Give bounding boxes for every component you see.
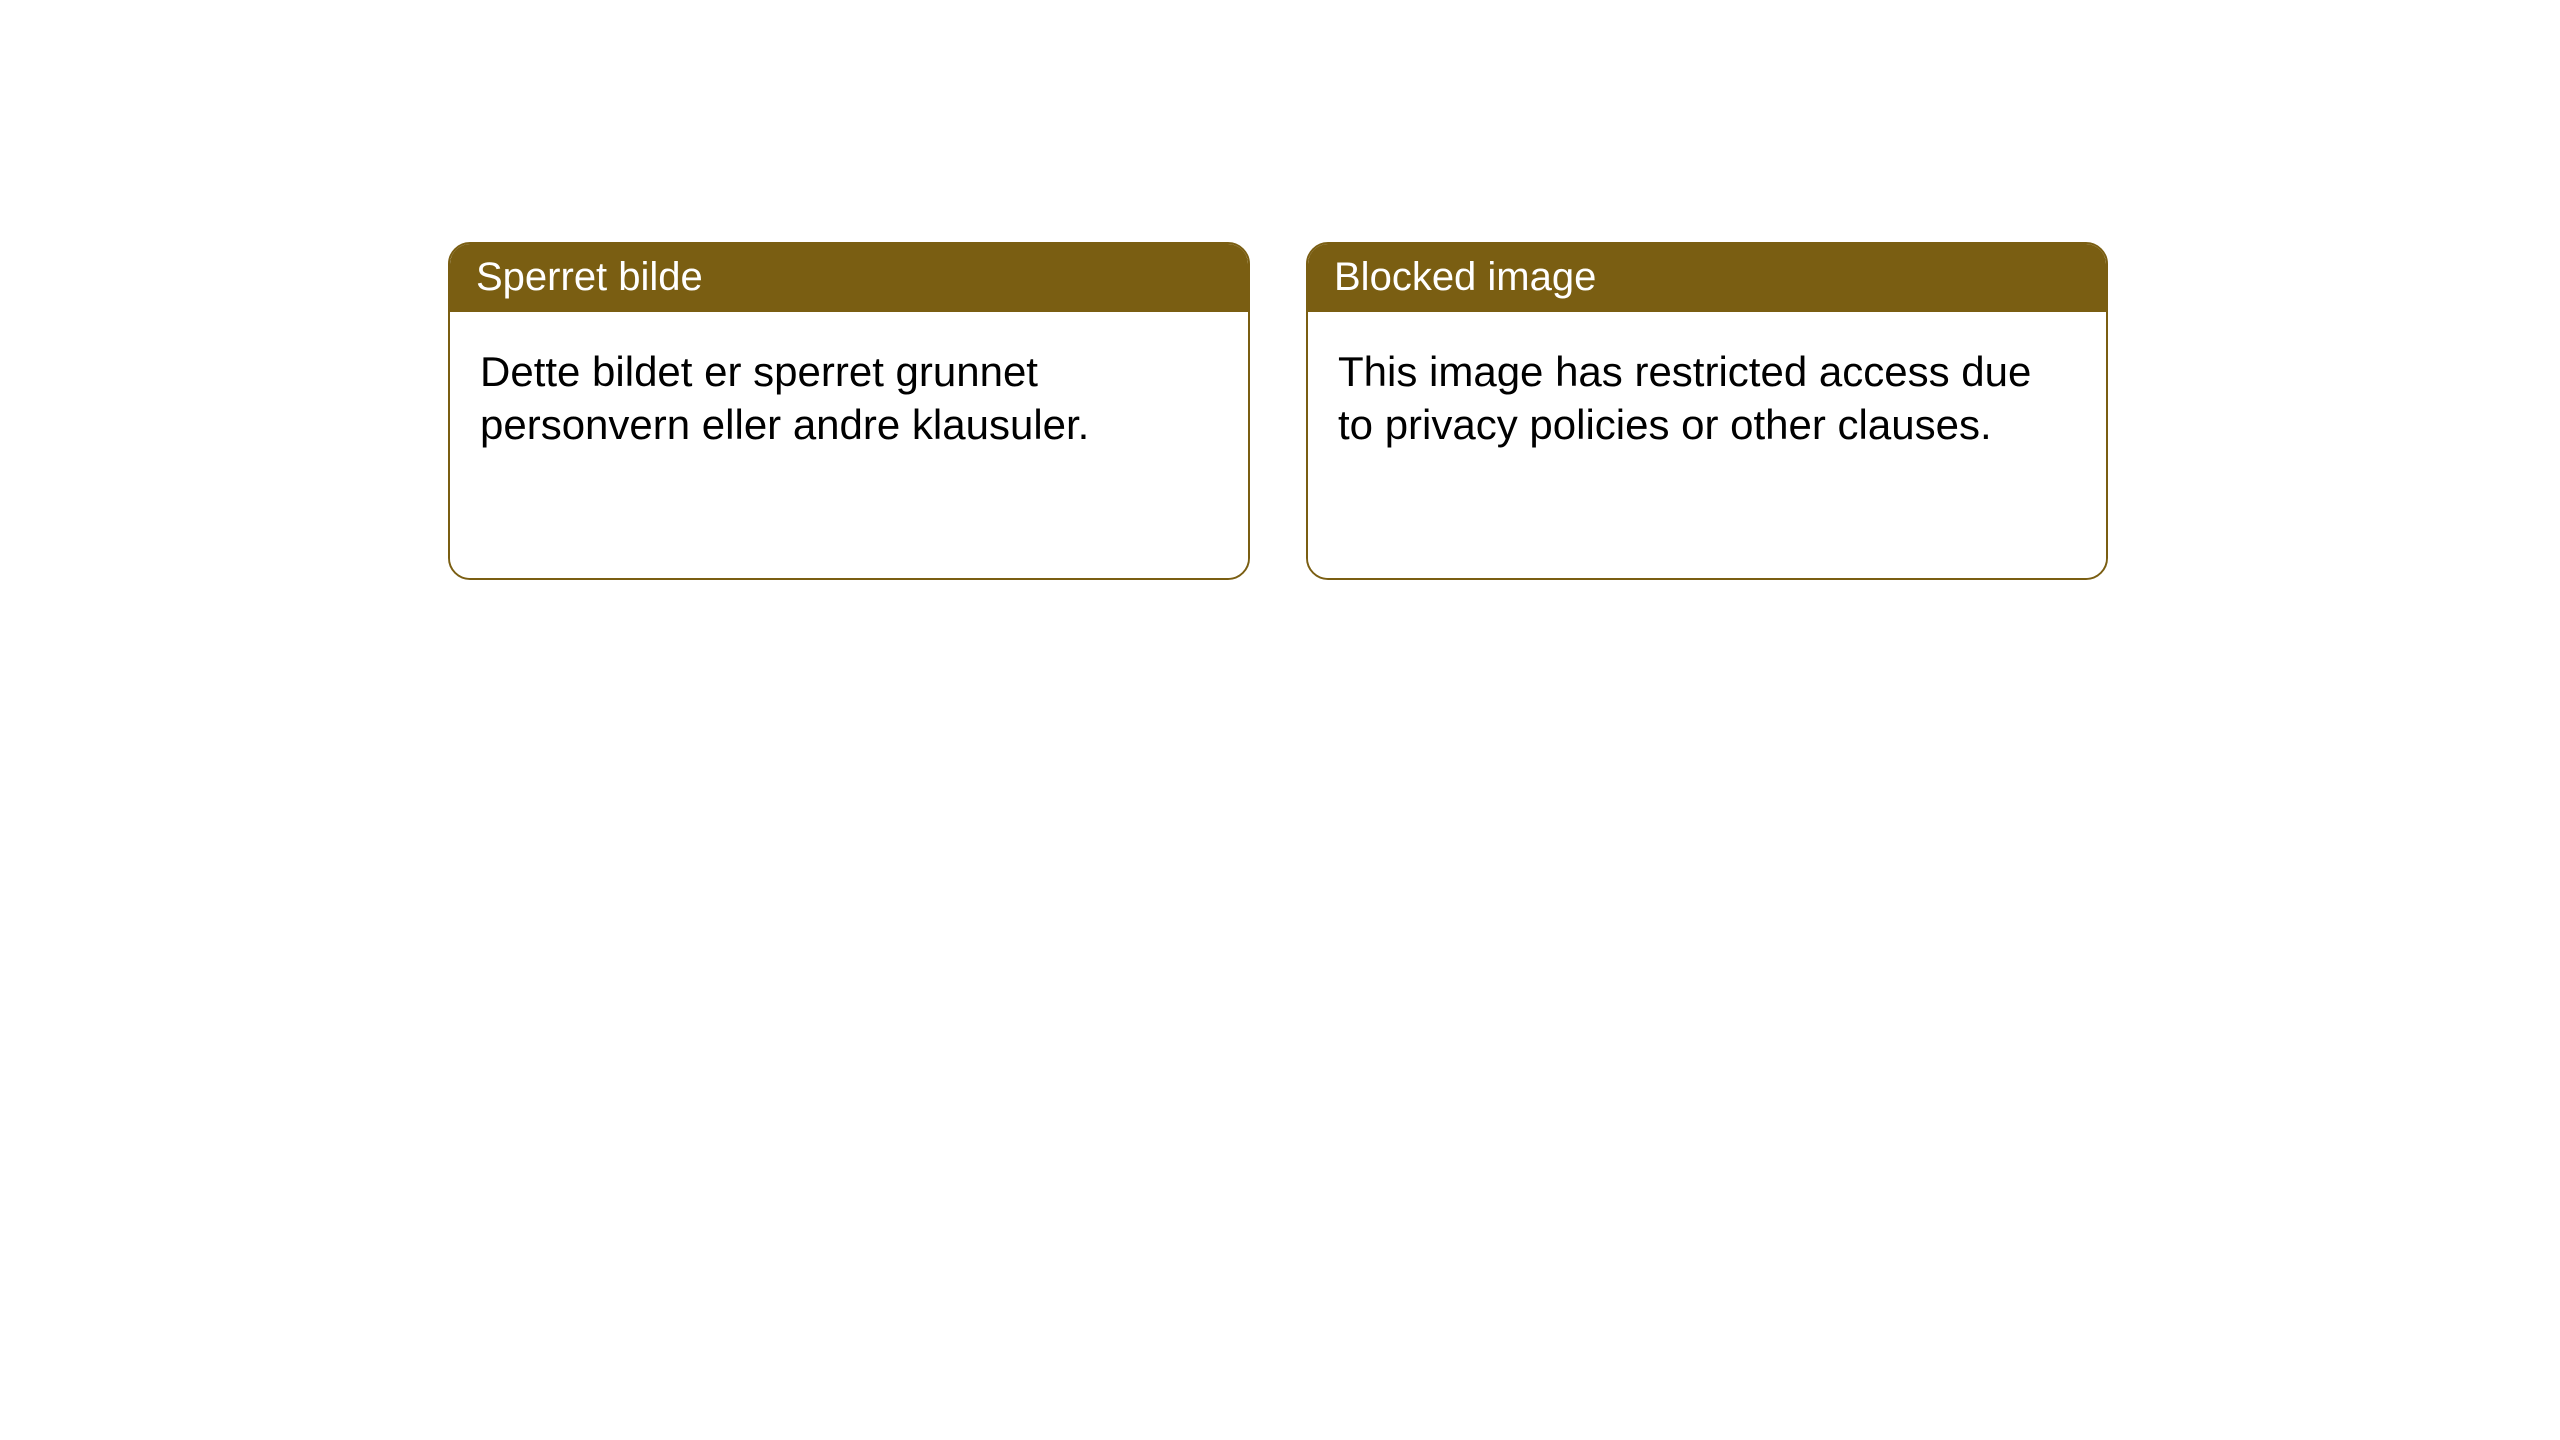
notice-body-text: This image has restricted access due to …: [1338, 348, 2031, 448]
notice-container: Sperret bilde Dette bildet er sperret gr…: [0, 0, 2560, 580]
notice-body: This image has restricted access due to …: [1308, 312, 2106, 578]
notice-card-norwegian: Sperret bilde Dette bildet er sperret gr…: [448, 242, 1250, 580]
notice-title: Blocked image: [1334, 255, 1596, 299]
notice-body-text: Dette bildet er sperret grunnet personve…: [480, 348, 1089, 448]
notice-title: Sperret bilde: [476, 255, 703, 299]
notice-header: Blocked image: [1308, 244, 2106, 312]
notice-card-english: Blocked image This image has restricted …: [1306, 242, 2108, 580]
notice-body: Dette bildet er sperret grunnet personve…: [450, 312, 1248, 578]
notice-header: Sperret bilde: [450, 244, 1248, 312]
